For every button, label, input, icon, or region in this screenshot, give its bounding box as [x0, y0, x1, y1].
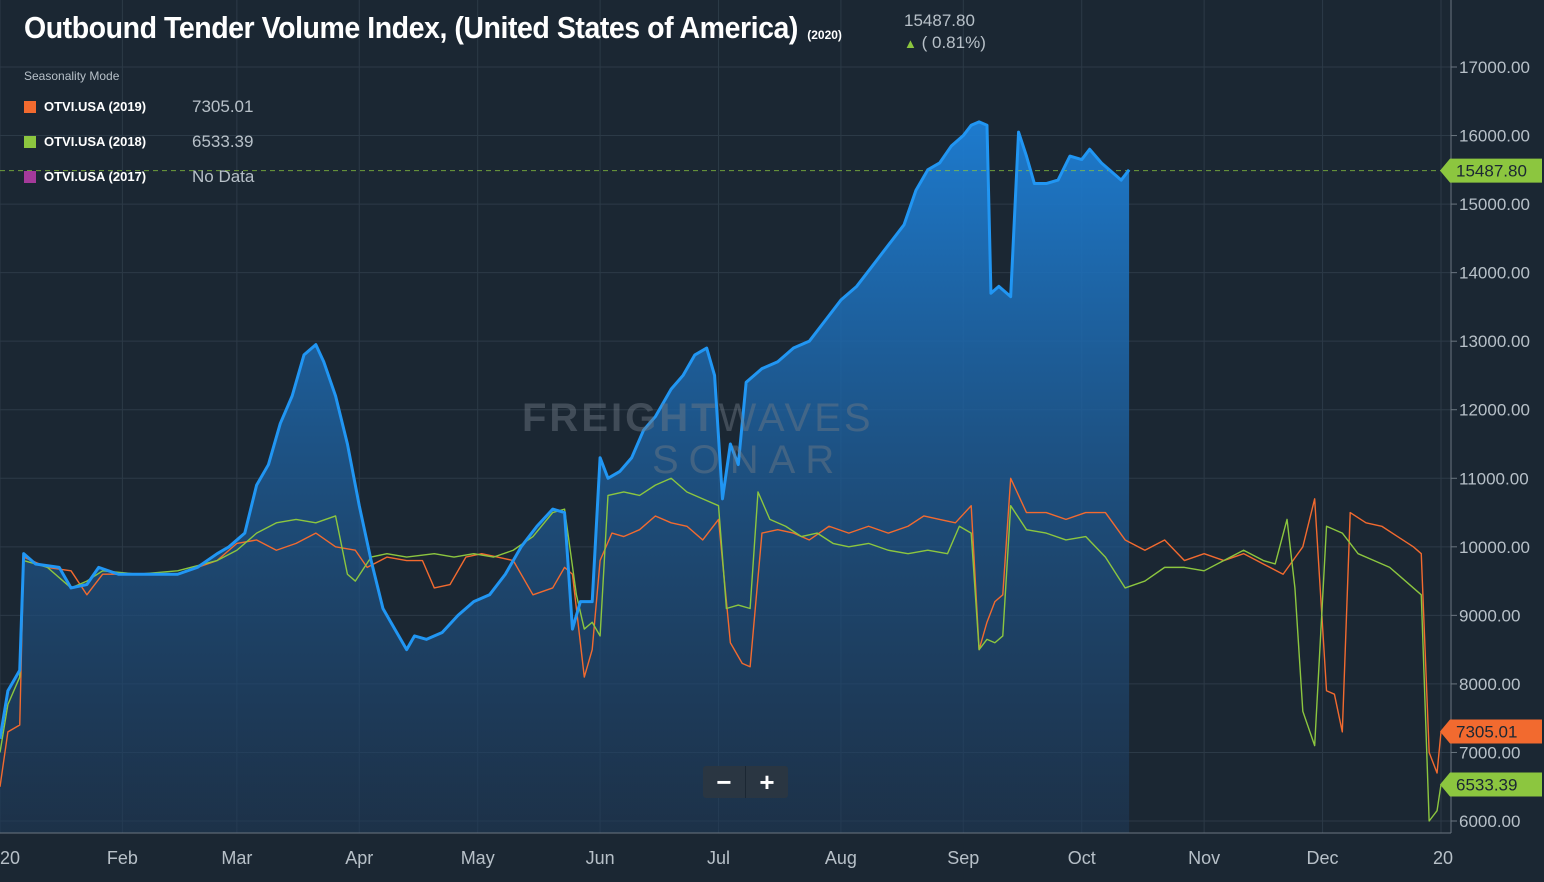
price-tag-label: 15487.80	[1456, 162, 1527, 181]
x-tick-label: Sep	[947, 848, 979, 868]
price-tag-label: 6533.39	[1456, 775, 1517, 794]
x-tick-label: 20	[0, 848, 20, 868]
up-arrow-icon: ▲	[904, 36, 917, 51]
y-tick-label: 6000.00	[1459, 812, 1520, 831]
legend-value-2017: No Data	[192, 166, 255, 186]
watermark-product: SONAR	[652, 438, 845, 482]
y-tick-label: 16000.00	[1459, 127, 1530, 146]
chart-title: Outbound Tender Volume Index, (United St…	[24, 10, 798, 45]
zoom-controls: − +	[703, 766, 788, 798]
x-tick-label: May	[461, 848, 495, 868]
series-line-layer	[0, 120, 1442, 822]
x-tick-label: Feb	[107, 848, 138, 868]
watermark-brand-thin: WAVES	[718, 396, 874, 440]
y-tick-label: 17000.00	[1459, 58, 1530, 77]
x-tick-label: Jun	[586, 848, 615, 868]
x-tick-label: Apr	[345, 848, 373, 868]
price-tag-shape	[1440, 772, 1542, 797]
price-tag-layer: 15487.80 7305.01 6533.39	[1440, 158, 1542, 797]
price-tag-shape	[1440, 158, 1542, 183]
x-tick-label: Aug	[825, 848, 857, 868]
year-tag: (2020)	[807, 28, 842, 42]
series-line-2020	[0, 120, 1131, 739]
zoom-in-button[interactable]: +	[745, 766, 788, 798]
price-tag-label: 7305.01	[1456, 723, 1517, 742]
watermark-brand-bold: FREIGHT	[522, 396, 719, 440]
x-tick-label: 20	[1433, 848, 1453, 868]
x-tick-label: Dec	[1307, 848, 1339, 868]
legend-name-2018: OTVI.USA (2018)	[44, 134, 147, 149]
series-line-2018	[0, 477, 1442, 822]
y-tick-label: 12000.00	[1459, 401, 1530, 420]
zoom-out-button[interactable]: −	[716, 767, 732, 797]
y-tick-label: 13000.00	[1459, 332, 1530, 351]
change-value: ( 0.81%)	[921, 33, 986, 52]
x-tick-label: Jul	[707, 848, 730, 868]
legend-item-2019[interactable]: OTVI.USA (2019) 7305.01	[24, 89, 254, 124]
y-tick-label: 9000.00	[1459, 606, 1520, 625]
legend-item-2018[interactable]: OTVI.USA (2018) 6533.39	[24, 124, 254, 159]
title-row: Outbound Tender Volume Index, (United St…	[24, 8, 842, 48]
watermark: FREIGHTWAVES SONAR	[522, 396, 874, 480]
legend-value-2018: 6533.39	[192, 131, 254, 151]
area-fill-layer	[0, 121, 1130, 833]
last-value: 15487.80	[904, 11, 975, 30]
legend-swatch-2018	[24, 135, 36, 148]
y-tick-label: 10000.00	[1459, 538, 1530, 557]
legend-item-2017[interactable]: OTVI.USA (2017) No Data	[24, 159, 254, 194]
series-line-2019	[0, 477, 1442, 787]
y-tick-label: 11000.00	[1459, 469, 1529, 488]
legend: Seasonality Mode OTVI.USA (2019) 7305.01…	[24, 69, 254, 194]
legend-value-2019: 7305.01	[192, 96, 254, 116]
axis-layer: 6000.00 7000.00 8000.00 9000.00 10000.00 1100…	[0, 0, 1530, 868]
legend-name-2017: OTVI.USA (2017)	[44, 169, 147, 184]
seasonality-mode-label: Seasonality Mode	[24, 69, 120, 83]
price-tag-2020: 15487.80	[1440, 158, 1542, 183]
legend-swatch-2019	[24, 100, 36, 113]
last-value-box: 15487.80 ▲ ( 0.81%)	[904, 10, 986, 55]
change-readout: ▲ ( 0.81%)	[904, 32, 986, 55]
x-tick-label: Oct	[1068, 848, 1096, 868]
y-tick-label: 14000.00	[1459, 264, 1530, 283]
price-tag-2018: 6533.39	[1440, 772, 1542, 797]
legend-name-2019: OTVI.USA (2019)	[44, 99, 147, 114]
price-tag-shape	[1440, 719, 1542, 744]
y-tick-label: 15000.00	[1459, 195, 1530, 214]
y-tick-label: 8000.00	[1459, 675, 1520, 694]
x-tick-label: Nov	[1188, 848, 1220, 868]
price-tag-2019: 7305.01	[1440, 719, 1542, 744]
x-tick-label: Mar	[221, 848, 252, 868]
y-tick-label: 7000.00	[1459, 743, 1520, 762]
series-area-2020	[0, 121, 1130, 833]
legend-swatch-2017	[24, 170, 36, 183]
